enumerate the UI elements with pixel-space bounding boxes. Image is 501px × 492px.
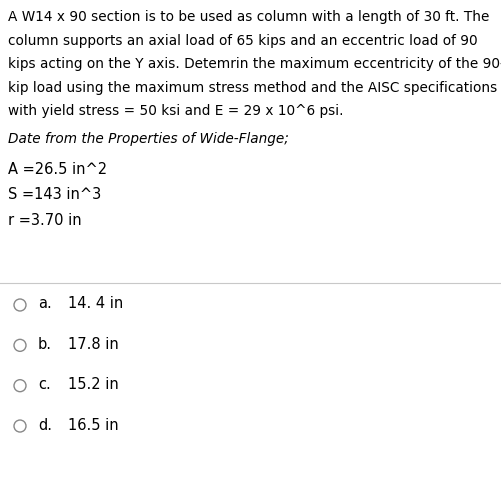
Text: d.: d.: [38, 418, 52, 432]
Text: c.: c.: [38, 377, 51, 392]
Text: A =26.5 in^2: A =26.5 in^2: [8, 161, 107, 177]
Text: column supports an axial load of 65 kips and an eccentric load of 90: column supports an axial load of 65 kips…: [8, 33, 476, 48]
Text: Date from the Properties of Wide-Flange;: Date from the Properties of Wide-Flange;: [8, 132, 288, 146]
Text: A W14 x 90 section is to be used as column with a length of 30 ft. The: A W14 x 90 section is to be used as colu…: [8, 10, 488, 24]
Text: 17.8 in: 17.8 in: [68, 337, 119, 352]
Text: kip load using the maximum stress method and the AISC specifications: kip load using the maximum stress method…: [8, 81, 496, 95]
Text: 14. 4 in: 14. 4 in: [68, 297, 123, 311]
Text: kips acting on the Y axis. Detemrin the maximum eccentricity of the 90-: kips acting on the Y axis. Detemrin the …: [8, 57, 501, 71]
Text: with yield stress = 50 ksi and E = 29 x 10^6 psi.: with yield stress = 50 ksi and E = 29 x …: [8, 104, 343, 119]
Text: r =3.70 in: r =3.70 in: [8, 213, 82, 228]
Text: S =143 in^3: S =143 in^3: [8, 187, 101, 202]
Text: 15.2 in: 15.2 in: [68, 377, 119, 392]
Text: b.: b.: [38, 337, 52, 352]
Text: a.: a.: [38, 297, 52, 311]
Text: 16.5 in: 16.5 in: [68, 418, 118, 432]
